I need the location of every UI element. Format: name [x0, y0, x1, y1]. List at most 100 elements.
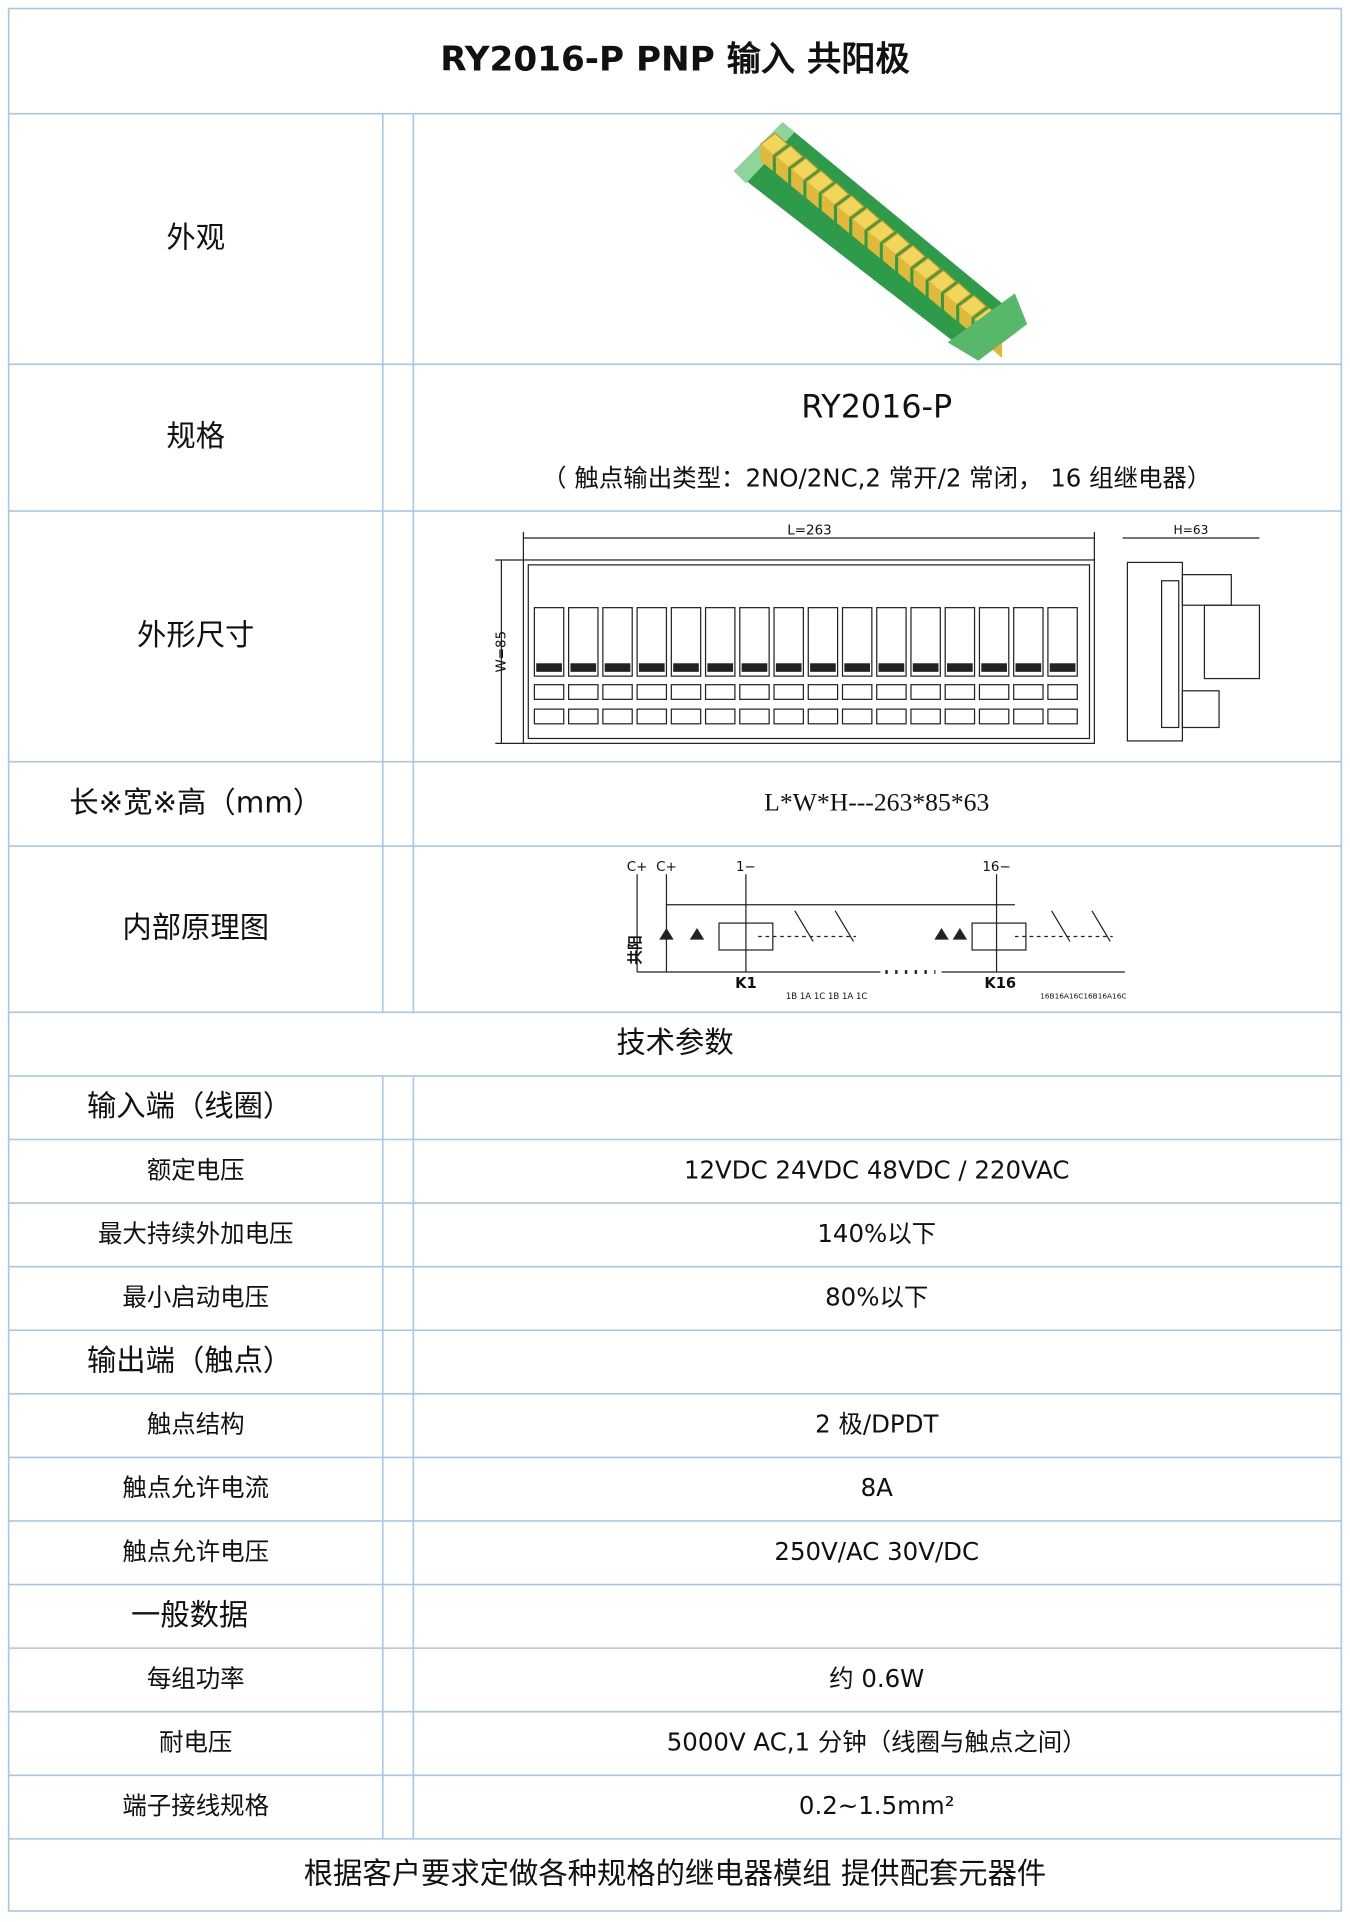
terminal	[1013, 684, 1044, 700]
relay-label	[707, 663, 734, 672]
terminal	[978, 684, 1010, 700]
relay-body	[959, 305, 972, 333]
title: RY2016-P PNP 输入 共阳极	[440, 40, 910, 80]
width-label: W=85	[494, 631, 509, 673]
relay-body	[913, 268, 926, 296]
param-label: 最小启动电压	[122, 1282, 269, 1311]
relay-body	[898, 255, 911, 284]
input-label: 1−	[736, 860, 756, 875]
outer-border	[7, 7, 1343, 1912]
param-label: 额定电压	[147, 1155, 245, 1184]
row-label: 长※宽※高（mm）	[69, 785, 322, 819]
param-value: 5000V AC,1 分钟（线圈与触点之间）	[667, 1727, 1087, 1756]
relay-label	[638, 663, 665, 672]
relay-body	[852, 218, 865, 246]
relay-outline	[841, 607, 873, 677]
terminal	[1013, 708, 1044, 725]
relay-label	[1049, 663, 1076, 672]
row-label: 规格	[166, 419, 225, 453]
param-label: 触点允许电压	[122, 1537, 269, 1566]
param-label: 触点允许电流	[122, 1473, 269, 1502]
param-label: 最大持续外加电压	[98, 1219, 293, 1248]
relay-body	[867, 230, 880, 259]
terminal	[773, 708, 804, 725]
param-value: 140%以下	[817, 1219, 936, 1248]
group-label: 输出端（触点）	[87, 1344, 292, 1378]
param-label: 每组功率	[147, 1664, 245, 1693]
relay-label	[673, 663, 699, 672]
param-value: 约 0.6W	[829, 1664, 924, 1693]
terminal	[739, 708, 770, 725]
terminal	[944, 708, 976, 725]
terminal	[636, 708, 668, 725]
terminal	[944, 684, 976, 700]
terminal	[533, 684, 565, 700]
param-label: 耐电压	[159, 1727, 232, 1756]
spec-note: （ 触点输出类型：2NO/2NC,2 常开/2 常闭， 16 组继电器）	[542, 463, 1211, 492]
supply-label: C+	[656, 860, 677, 875]
relay-outline	[636, 607, 668, 677]
relay-label	[810, 663, 836, 672]
terminal	[978, 708, 1010, 725]
relay-outline	[807, 607, 839, 677]
relay-body	[806, 180, 819, 209]
relay-label	[570, 663, 597, 672]
param-value: 80%以下	[825, 1282, 928, 1311]
group-label: 输入端（线圈）	[87, 1089, 292, 1123]
terminal	[533, 708, 565, 725]
relay-label	[1015, 663, 1042, 672]
terminal	[1047, 684, 1078, 700]
terminal	[568, 708, 599, 725]
relay-body	[775, 156, 789, 184]
relay-label	[878, 663, 905, 672]
length-label: L=263	[787, 524, 831, 539]
relay-body	[882, 243, 896, 271]
relay-body	[760, 143, 773, 171]
relay-label: K16	[984, 975, 1016, 992]
product-photo	[733, 122, 1028, 361]
schematic	[636, 874, 1125, 974]
terminal	[910, 684, 941, 700]
relay-label	[912, 663, 939, 672]
group-label: 一般数据	[131, 1598, 248, 1632]
terminal	[876, 708, 907, 725]
param-value: 250V/AC 30V/DC	[774, 1537, 979, 1566]
param-label: 触点结构	[147, 1410, 245, 1439]
terminal	[568, 684, 599, 700]
terminal	[876, 684, 907, 700]
row-label: 内部原理图	[122, 911, 269, 945]
contact-label: 16B16A16C16B16A16C	[1040, 991, 1126, 1000]
input-label: 16−	[982, 860, 1010, 875]
terminal	[670, 708, 702, 725]
relay-outline	[876, 607, 907, 677]
relay-body	[837, 205, 850, 234]
relay-body	[791, 168, 804, 196]
relay-body	[943, 293, 957, 321]
spec-model: RY2016-P	[801, 389, 952, 425]
terminal	[773, 684, 804, 700]
relay-outline	[739, 607, 770, 677]
param-value: 12VDC 24VDC 48VDC / 220VAC	[684, 1155, 1070, 1184]
terminal	[841, 684, 873, 700]
dimension-drawing	[495, 531, 1261, 744]
terminal	[910, 708, 941, 725]
param-label: 端子接线规格	[122, 1791, 269, 1820]
relay-label	[536, 663, 562, 672]
terminal	[739, 684, 770, 700]
terminal	[807, 684, 839, 700]
relay-outline	[944, 607, 976, 677]
param-value: 8A	[861, 1473, 894, 1502]
relay-outline	[978, 607, 1010, 677]
relay-outline	[1047, 607, 1078, 677]
terminal	[670, 684, 702, 700]
section-title: 技术参数	[616, 1026, 733, 1060]
relay-outline	[670, 607, 702, 677]
relay-body	[928, 280, 941, 308]
relay-outline	[568, 607, 599, 677]
terminal	[602, 684, 633, 700]
terminal	[807, 708, 839, 725]
relay-outline	[704, 607, 736, 677]
relay-label	[604, 663, 631, 672]
relay-label	[844, 663, 871, 672]
